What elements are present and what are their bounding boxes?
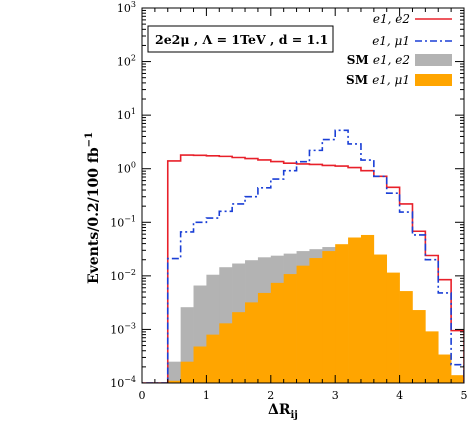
histogram-bar xyxy=(180,361,194,383)
x-tick-label: 1 xyxy=(203,389,210,402)
legend-text: e1, μ1 xyxy=(372,73,410,87)
y-tick-base: 10 xyxy=(117,163,131,176)
y-tick-label: 100 xyxy=(117,161,136,176)
annotation-text: 2e2μ , Λ = 1TeV , d = 1.1 xyxy=(155,32,328,47)
y-tick-base: 10 xyxy=(117,2,131,15)
plot-border xyxy=(141,7,465,384)
histogram-bar xyxy=(283,274,297,383)
x-axis-label-sub: ij xyxy=(291,410,298,421)
y-tick-label: 10−2 xyxy=(110,268,136,283)
legend-item-0: e1, e2 xyxy=(373,12,452,26)
histogram-bar xyxy=(438,354,452,383)
y-tick-label: 102 xyxy=(117,54,136,69)
histogram-bar xyxy=(296,265,310,383)
legend-label: SM e1, e2 xyxy=(347,53,410,67)
y-tick-exponent: 2 xyxy=(131,54,136,63)
legend-label: SM e1, μ1 xyxy=(346,73,410,87)
y-tick-label: 10−3 xyxy=(110,321,136,336)
y-axis-label-main: Events/0.2/100 fb xyxy=(86,147,102,284)
histogram-bar xyxy=(245,302,259,383)
line-histograms xyxy=(142,129,464,383)
x-axis-label: ΔRij xyxy=(268,402,298,421)
histogram-bar xyxy=(270,282,284,383)
histogram-bar xyxy=(360,234,375,383)
histogram-bar xyxy=(232,312,246,383)
y-tick-exponent: −2 xyxy=(124,268,136,277)
y-tick-label: 103 xyxy=(117,0,136,15)
legend-prefix: SM xyxy=(346,73,372,87)
y-axis-label-sup: −1 xyxy=(84,132,95,147)
histogram-bar xyxy=(412,310,426,383)
filled-series-1 xyxy=(167,234,464,383)
axis-ticks xyxy=(141,7,465,384)
histogram-bar xyxy=(373,254,388,383)
x-tick-label: 0 xyxy=(139,389,146,402)
legend-prefix: SM xyxy=(347,53,373,67)
x-tick-label: 4 xyxy=(396,389,403,402)
y-tick-exponent: −4 xyxy=(124,375,136,384)
line-series-1 xyxy=(142,129,464,383)
y-tick-exponent: 1 xyxy=(131,107,136,116)
y-tick-exponent: −3 xyxy=(124,321,136,330)
legend-box-swatch xyxy=(415,54,452,66)
y-tick-exponent: 3 xyxy=(131,0,136,9)
histogram-bar xyxy=(451,375,464,383)
legend-text: e1, μ1 xyxy=(372,34,410,48)
y-tick-label: 10−4 xyxy=(110,375,136,390)
plot-frame xyxy=(141,7,465,384)
histogram-bar xyxy=(386,272,400,383)
legend-item-3: SM e1, μ1 xyxy=(346,73,452,87)
legend-item-1: e1, μ1 xyxy=(372,34,452,48)
y-tick-exponent: −1 xyxy=(124,214,136,223)
legend-box-swatch xyxy=(415,74,452,86)
y-tick-base: 10 xyxy=(117,56,131,69)
histogram-bar xyxy=(309,258,323,383)
histogram-bar xyxy=(193,346,207,383)
y-tick-base: 10 xyxy=(110,323,124,336)
histogram-bar xyxy=(257,292,272,383)
legend-text: e1, e2 xyxy=(373,12,410,26)
x-tick-label: 2 xyxy=(267,389,274,402)
histogram-bar xyxy=(335,244,349,383)
y-tick-exponent: 0 xyxy=(131,161,136,170)
histogram-bar xyxy=(425,331,439,383)
legend-text: e1, e2 xyxy=(373,53,410,67)
histogram-bar xyxy=(322,251,336,383)
annotation-box: 2e2μ , Λ = 1TeV , d = 1.1 xyxy=(147,25,334,53)
legend-label: e1, e2 xyxy=(373,12,410,26)
y-tick-label: 101 xyxy=(117,107,136,122)
legend-label: e1, μ1 xyxy=(372,34,410,48)
x-axis-label-main: ΔR xyxy=(268,402,291,418)
y-tick-base: 10 xyxy=(110,270,124,283)
y-tick-label: 10−1 xyxy=(110,214,136,229)
x-tick-label: 3 xyxy=(332,389,339,402)
y-tick-base: 10 xyxy=(110,216,124,229)
annotation-frame xyxy=(147,25,334,53)
y-axis-label: Events/0.2/100 fb−1 xyxy=(84,132,102,284)
histogram-bar xyxy=(399,291,413,383)
y-tick-base: 10 xyxy=(117,109,131,122)
legend-item-2: SM e1, e2 xyxy=(347,53,452,67)
histogram-bar xyxy=(348,237,362,383)
y-tick-base: 10 xyxy=(110,377,124,390)
histogram-bar xyxy=(219,323,233,383)
histogram-bar xyxy=(167,361,181,383)
x-tick-label: 5 xyxy=(461,389,468,402)
histogram-bar xyxy=(167,380,181,383)
histogram-bar xyxy=(206,334,220,383)
filled-histograms xyxy=(167,234,464,383)
